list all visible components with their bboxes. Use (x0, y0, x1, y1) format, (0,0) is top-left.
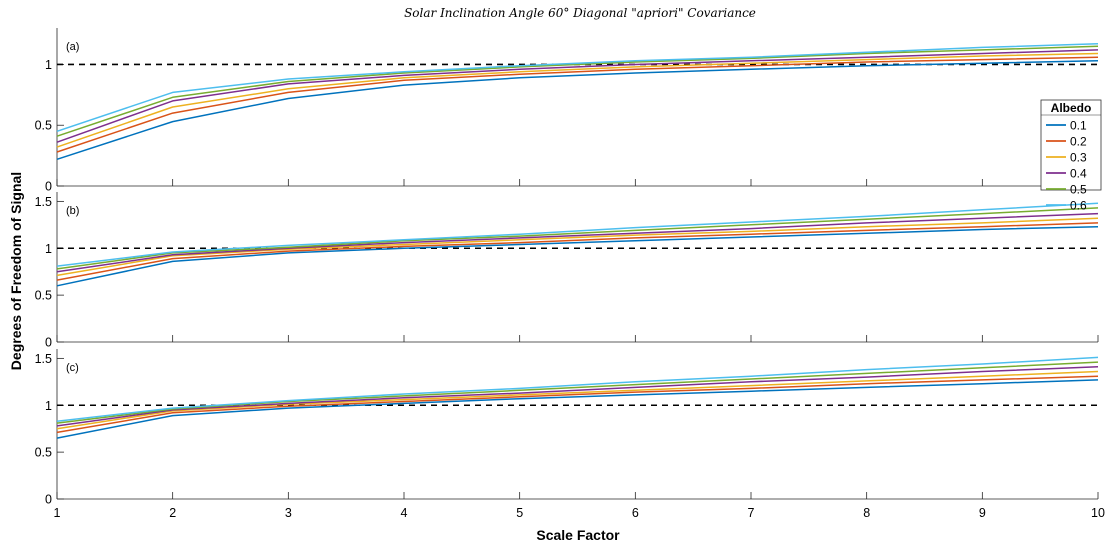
panel-c-label: (c) (66, 362, 79, 374)
panel-c: 0 0.5 1 1.5 1 2 3 4 5 6 7 8 9 10 (c) (35, 349, 1105, 520)
panel-a-series-line-0.3 (56, 52, 1099, 148)
panel-c-series-line-0.6 (56, 356, 1099, 422)
panel-a-y-tick-label: 1 (45, 58, 52, 72)
panel-b-label: (b) (66, 205, 79, 217)
panel-c-x-tick-label: 5 (516, 506, 523, 520)
panel-a: 0 0.5 1 (a) (35, 28, 1099, 194)
panel-a-series-line-0.5 (56, 45, 1099, 137)
legend-title: Albedo (1051, 101, 1092, 115)
legend-entry-label: 0.1 (1070, 119, 1087, 133)
x-axis-label: Scale Factor (536, 527, 620, 543)
panel-c-x-tick-label: 7 (748, 506, 755, 520)
panel-b-series-line-0.1 (56, 225, 1099, 287)
panel-c-x-tick-label: 9 (979, 506, 986, 520)
panel-a-series-line-0.1 (56, 60, 1099, 161)
panel-c-x-tick-label: 10 (1091, 506, 1105, 520)
panel-a-label: (a) (66, 41, 79, 53)
legend-entry-label: 0.4 (1070, 167, 1087, 181)
panel-b-y-tick-label: 0.5 (35, 289, 52, 303)
panel-b-series-line-0.3 (56, 217, 1099, 277)
panel-c-series-line-0.4 (56, 366, 1099, 427)
legend: Albedo 0.1 0.2 0.3 0.4 0.5 0.6 (1040, 99, 1102, 213)
panel-c-x-tick-label: 2 (169, 506, 176, 520)
panel-b-series-line-0.5 (56, 207, 1099, 270)
panel-b-y-tick-label: 1 (45, 242, 52, 256)
panel-c-x-tick-label: 8 (863, 506, 870, 520)
panel-c-x-tick-label: 1 (54, 506, 61, 520)
panel-b-series-line-0.4 (56, 212, 1099, 273)
legend-entries: 0.1 0.2 0.3 0.4 0.5 0.6 (1046, 119, 1087, 213)
panel-c-x-tick-label: 3 (285, 506, 292, 520)
panel-b-series-line-0.6 (56, 202, 1099, 267)
panel-c-y-tick-label: 0.5 (35, 446, 52, 460)
panel-c-series-line-0.3 (56, 370, 1099, 430)
panel-a-series-line-0.4 (56, 49, 1099, 143)
panel-b-y-tick-label: 0 (45, 336, 52, 350)
panel-c-series-line-0.1 (56, 379, 1099, 439)
legend-entry-label: 0.6 (1070, 199, 1087, 213)
panel-c-x-tick-label: 6 (632, 506, 639, 520)
y-axis-label: Degrees of Freedom of Signal (8, 172, 24, 370)
panel-c-y-tick-label: 1 (45, 399, 52, 413)
panel-b-series-line-0.2 (56, 222, 1099, 281)
figure-title: Solar Inclination Angle 60° Diagonal "ap… (404, 6, 756, 20)
panel-c-y-tick-label: 1.5 (35, 352, 52, 366)
panel-c-y-tick-label: 0 (45, 493, 52, 507)
legend-entry-label: 0.2 (1070, 135, 1087, 149)
panel-c-x-tick-label: 4 (401, 506, 408, 520)
panel-c-series-line-0.5 (56, 361, 1099, 424)
panel-a-y-tick-label: 0 (45, 180, 52, 194)
panel-b: 0 0.5 1 1.5 (b) (35, 192, 1099, 350)
panel-c-series-line-0.2 (56, 375, 1099, 434)
panels: 0 0.5 1 (a) 0 0.5 1 1.5 (b) 0 0.5 1 1.5 1 2 3 4 5 6 7 8 9 10 (c… (35, 28, 1105, 520)
panel-b-y-tick-label: 1.5 (35, 195, 52, 209)
panel-a-series-line-0.2 (56, 56, 1099, 153)
panel-a-y-tick-label: 0.5 (35, 119, 52, 133)
legend-entry-label: 0.3 (1070, 151, 1087, 165)
panel-a-series-line-0.6 (56, 43, 1099, 133)
legend-entry-label: 0.5 (1070, 183, 1087, 197)
